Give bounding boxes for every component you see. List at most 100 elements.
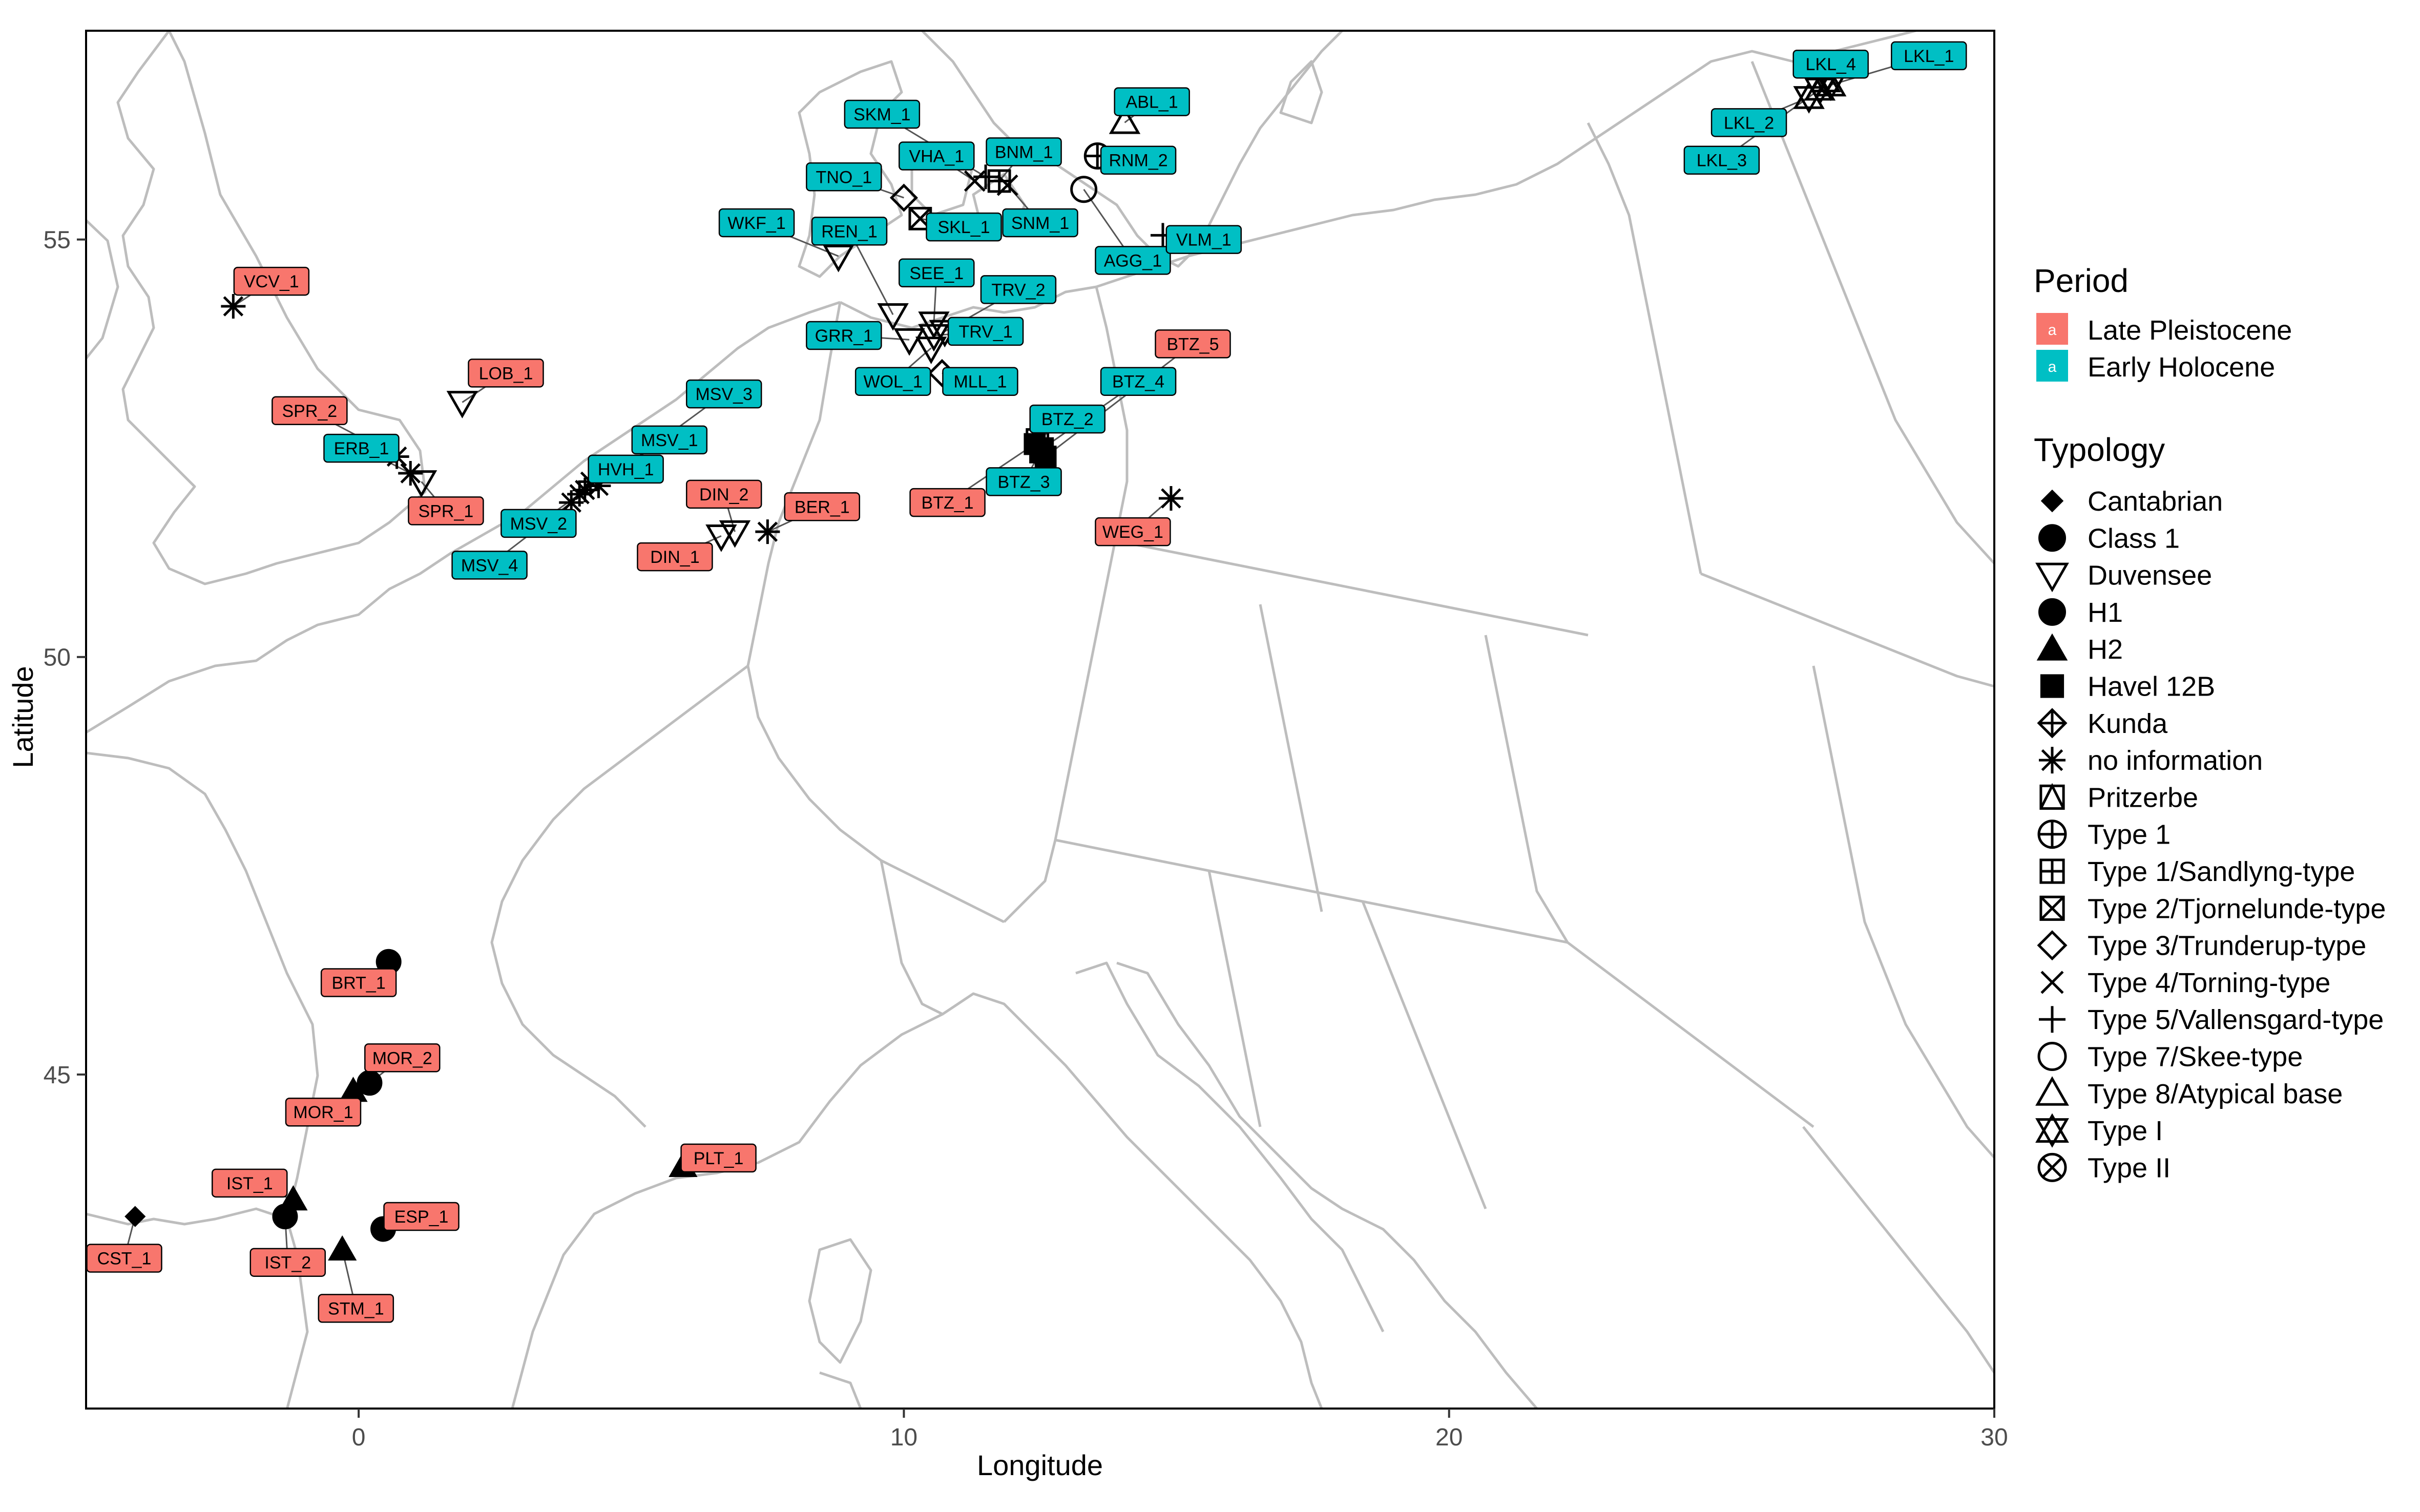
legend-typology-label: Type 7/Skee-type <box>2088 1042 2303 1073</box>
site-marker-vha_1 <box>964 170 986 192</box>
site-label-ren_1: REN_1 <box>811 217 888 246</box>
site-label-text: MSV_2 <box>510 514 568 534</box>
site-marker-cst_1 <box>124 1206 146 1227</box>
y-tick-label-45: 45 <box>44 1062 71 1089</box>
site-label-din_2: DIN_2 <box>685 479 762 509</box>
site-label-text: BRT_1 <box>332 974 386 993</box>
site-label-ist_1: IST_1 <box>212 1168 288 1198</box>
site-label-lkl_1: LKL_1 <box>1891 41 1967 71</box>
legend-typology-2: Duvensee <box>2035 560 2212 593</box>
site-marker-din_2 <box>719 520 751 548</box>
site-marker-skm_1 <box>973 164 998 190</box>
legend-title-typology: Typology <box>2034 431 2165 468</box>
legend-typology-label: Havel 12B <box>2088 671 2215 702</box>
legend-title-period: Period <box>2034 262 2129 299</box>
site-label-din_1: DIN_1 <box>637 542 713 572</box>
site-label-btz_5: BTZ_5 <box>1155 329 1231 359</box>
site-label-wkf_1: WKF_1 <box>718 208 795 238</box>
site-label-text: WEG_1 <box>1102 522 1163 542</box>
site-label-text: RNM_2 <box>1109 151 1167 171</box>
site-marker-hvh_1 <box>572 477 597 502</box>
site-marker-din_1 <box>705 524 737 552</box>
panel-border <box>85 30 1995 1410</box>
site-label-text: MSV_1 <box>641 431 698 450</box>
site-label-text: SKM_1 <box>853 105 911 124</box>
site-label-ist_2: IST_2 <box>249 1248 326 1277</box>
legend-typology-label: Type 4/Torning-type <box>2088 968 2330 998</box>
site-label-text: MOR_1 <box>293 1103 353 1122</box>
legend-period-1: a Early Holocene <box>2036 350 2275 383</box>
legend-typology-label: Class 1 <box>2088 523 2180 554</box>
site-label-text: TRV_2 <box>991 280 1045 300</box>
legend-typology-10: Type 1/Sandlyng-type <box>2039 856 2355 887</box>
site-label-agg_1: AGG_1 <box>1095 246 1171 275</box>
site-label-text: LOB_1 <box>479 364 533 383</box>
site-label-text: GRR_1 <box>815 326 873 346</box>
site-label-text: IST_2 <box>264 1253 311 1273</box>
legend-typology-1: Class 1 <box>2038 523 2180 554</box>
site-label-abl_1: ABL_1 <box>1114 87 1190 116</box>
site-label-erb_1: ERB_1 <box>323 433 400 463</box>
site-marker-spr_1 <box>405 470 437 498</box>
x-tick-label-20: 20 <box>1435 1424 1463 1451</box>
legend-typology-label: Type 8/Atypical base <box>2088 1079 2343 1109</box>
site-marker-weg_1 <box>1158 486 1183 511</box>
site-label-text: WKF_1 <box>727 214 785 233</box>
site-label-text: IST_1 <box>226 1174 273 1193</box>
legend-typology-5: Havel 12B <box>2040 671 2215 702</box>
site-label-text: BNM_1 <box>995 142 1053 162</box>
x-tick-label-30: 30 <box>1980 1424 2008 1451</box>
site-label-text: DIN_1 <box>650 548 699 567</box>
site-label-hvh_1: HVH_1 <box>588 454 664 484</box>
site-label-text: CST_1 <box>97 1249 152 1269</box>
site-label-wol_1: WOL_1 <box>854 367 931 396</box>
site-label-msv_3: MSV_3 <box>685 379 762 409</box>
site-label-text: HVH_1 <box>598 460 654 479</box>
site-label-text: SPR_1 <box>419 501 474 521</box>
legend-typology-11: Type 2/Tjornelunde-type <box>2039 893 2386 924</box>
site-marker-bnm_1 <box>987 169 1011 193</box>
site-label-see_1: SEE_1 <box>899 258 975 288</box>
site-marker-btz_4 <box>1032 437 1054 459</box>
site-label-text: MLL_1 <box>953 372 1007 392</box>
site-label-text: SPR_2 <box>282 402 337 421</box>
site-marker-ber_1 <box>755 519 780 544</box>
site-marker-snm_1 <box>996 174 1018 196</box>
legend-typology-15: Type 7/Skee-type <box>2037 1042 2303 1073</box>
axes: 0 10 20 30 45 50 55 <box>44 227 2008 1451</box>
site-label-spr_2: SPR_2 <box>272 396 348 426</box>
site-label-text: STM_1 <box>328 1299 384 1318</box>
legend-typology-17: Type I <box>2035 1113 2163 1148</box>
site-label-text: VLM_1 <box>1176 230 1232 250</box>
legend-typology-label: no information <box>2088 745 2263 776</box>
site-marker-lob_1 <box>446 391 478 418</box>
site-label-cst_1: CST_1 <box>86 1244 162 1273</box>
site-marker-see_1 <box>918 311 950 340</box>
site-marker-vcv_1 <box>221 294 246 319</box>
site-label-btz_4: BTZ_4 <box>1100 367 1177 396</box>
site-label-text: VCV_1 <box>244 272 299 291</box>
site-label-snm_1: SNM_1 <box>1002 208 1078 238</box>
legend-typology-16: Type 8/Atypical base <box>2035 1076 2343 1109</box>
legend-typology-13: Type 4/Torning-type <box>2040 968 2330 998</box>
legend-period-label: Late Pleistocene <box>2088 315 2292 346</box>
site-label-text: MOR_2 <box>372 1048 432 1068</box>
legend-key-letter: a <box>2048 322 2057 339</box>
site-label-text: SEE_1 <box>909 264 964 283</box>
site-label-btz_2: BTZ_2 <box>1029 404 1105 434</box>
site-label-msv_1: MSV_1 <box>631 425 708 455</box>
legend-typology-label: Duvensee <box>2088 560 2212 591</box>
x-tick-label-10: 10 <box>890 1424 917 1451</box>
y-tick-label-50: 50 <box>44 644 71 671</box>
site-label-text: MSV_3 <box>695 385 753 404</box>
site-label-stm_1: STM_1 <box>318 1294 394 1323</box>
site-label-text: LKL_2 <box>1724 113 1774 133</box>
x-axis-title: Longitude <box>977 1449 1103 1481</box>
site-label-btz_3: BTZ_3 <box>986 467 1062 496</box>
y-tick-label-55: 55 <box>44 227 71 254</box>
legend-typology-14: Type 5/Vallensgard-type <box>2039 1004 2384 1035</box>
site-marker-erb_1 <box>398 461 423 486</box>
y-axis-title: Latitude <box>7 666 39 768</box>
site-marker-stm_1 <box>328 1235 357 1261</box>
